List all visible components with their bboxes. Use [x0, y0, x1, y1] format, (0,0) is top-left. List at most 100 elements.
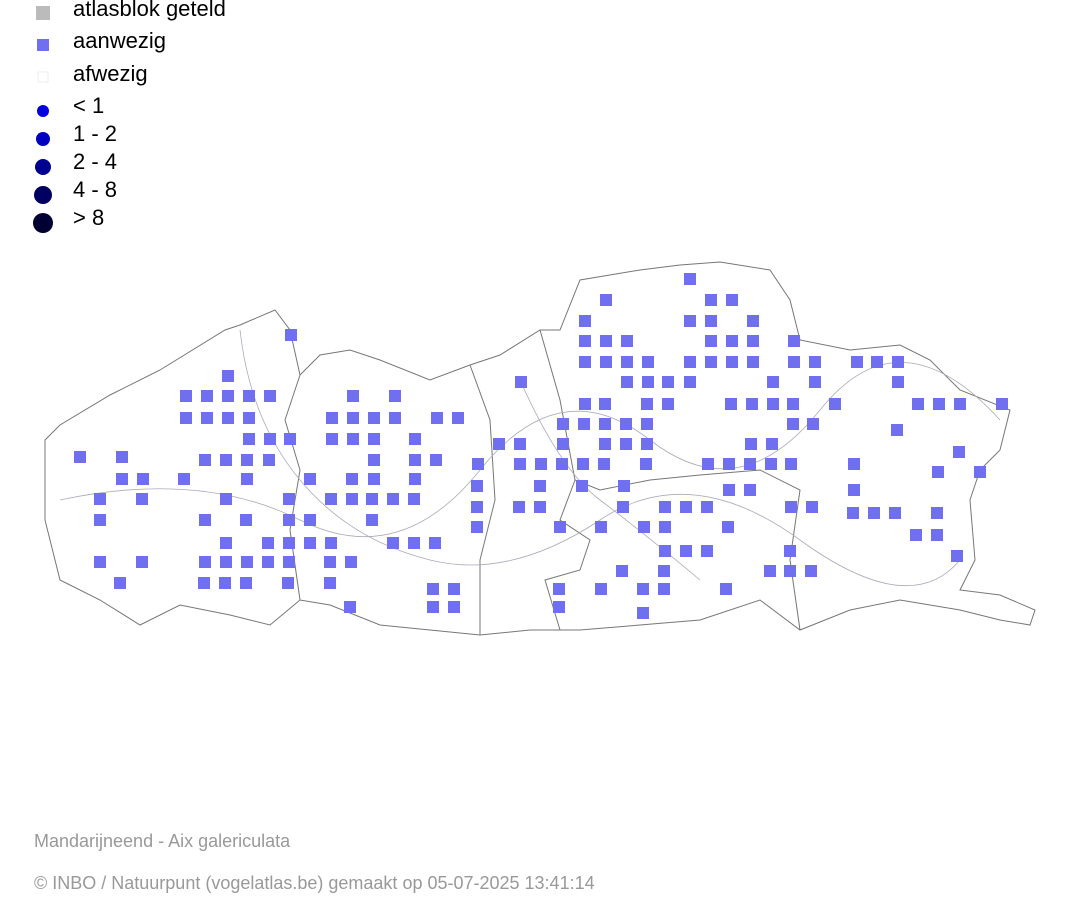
presence-square [283, 514, 295, 526]
presence-square [344, 601, 356, 613]
presence-square [642, 356, 654, 368]
province-border [284, 374, 301, 601]
presence-square [389, 412, 401, 424]
presence-square [262, 537, 274, 549]
presence-square [787, 418, 799, 430]
presence-square [868, 507, 880, 519]
presence-square [240, 514, 252, 526]
presence-square [577, 458, 589, 470]
presence-square [600, 294, 612, 306]
presence-square [705, 356, 717, 368]
presence-square [616, 565, 628, 577]
presence-square [662, 398, 674, 410]
presence-square [137, 473, 149, 485]
presence-square [387, 493, 399, 505]
presence-square [578, 418, 590, 430]
presence-square [534, 480, 546, 492]
presence-square [579, 398, 591, 410]
presence-square [409, 454, 421, 466]
legend-label: afwezig [73, 61, 148, 86]
presence-square [178, 473, 190, 485]
presence-square [515, 376, 527, 388]
presence-square [579, 315, 591, 327]
presence-square [829, 398, 841, 410]
presence-square [180, 412, 192, 424]
presence-square [514, 458, 526, 470]
presence-square [621, 335, 633, 347]
presence-square [285, 329, 297, 341]
presence-square [366, 493, 378, 505]
presence-square [807, 418, 819, 430]
presence-square [744, 458, 756, 470]
presence-square [892, 356, 904, 368]
presence-square [767, 398, 779, 410]
presence-square [471, 501, 483, 513]
legend: atlasblok geteld aanwezig afwezig < 1 1 … [33, 0, 226, 233]
presence-square [931, 529, 943, 541]
presence-square [617, 501, 629, 513]
presence-square [785, 501, 797, 513]
presence-square [472, 458, 484, 470]
presence-square [429, 537, 441, 549]
presence-square [554, 521, 566, 533]
presence-square [222, 370, 234, 382]
legend-label: < 1 [73, 93, 104, 118]
presence-square [953, 446, 965, 458]
presence-square [680, 545, 692, 557]
presence-square [264, 390, 276, 402]
presence-square [806, 501, 818, 513]
presence-square [346, 493, 358, 505]
presence-square [220, 454, 232, 466]
presence-square [199, 454, 211, 466]
presence-square [283, 556, 295, 568]
credit-caption: © INBO / Natuurpunt (vogelatlas.be) gema… [34, 873, 595, 893]
presence-square [219, 577, 231, 589]
presence-square [347, 412, 359, 424]
presence-square [408, 493, 420, 505]
presence-square [659, 521, 671, 533]
presence-square [304, 473, 316, 485]
presence-square [638, 521, 650, 533]
presence-square [199, 556, 211, 568]
presence-square [427, 583, 439, 595]
legend-label: atlasblok geteld [73, 0, 226, 21]
presence-square [764, 565, 776, 577]
presence-square [642, 376, 654, 388]
presence-square [747, 335, 759, 347]
presence-square [535, 458, 547, 470]
presence-square [264, 433, 276, 445]
presence-square [659, 545, 671, 557]
presence-square [974, 466, 986, 478]
presence-square [851, 356, 863, 368]
presence-square [579, 335, 591, 347]
presence-square [892, 376, 904, 388]
presence-square [658, 583, 670, 595]
presence-square [705, 315, 717, 327]
legend-label: 4 - 8 [73, 177, 117, 202]
presence-square [620, 418, 632, 430]
river [239, 329, 961, 586]
borders [44, 261, 1036, 636]
presence-square [767, 376, 779, 388]
presence-square [241, 556, 253, 568]
presence-square [409, 473, 421, 485]
presence-square [747, 315, 759, 327]
presence-square [766, 438, 778, 450]
presence-square [116, 473, 128, 485]
presence-square [618, 480, 630, 492]
presence-square [784, 545, 796, 557]
presence-square [684, 356, 696, 368]
presence-square [94, 514, 106, 526]
presence-square [805, 565, 817, 577]
presence-square [765, 458, 777, 470]
presence-square [431, 412, 443, 424]
presence-square [241, 454, 253, 466]
presence-square [452, 412, 464, 424]
presence-square [809, 376, 821, 388]
presence-square [996, 398, 1008, 410]
presence-square [912, 398, 924, 410]
species-caption: Mandarijneend - Aix galericulata [34, 831, 291, 851]
presence-square [304, 537, 316, 549]
presence-square [283, 537, 295, 549]
